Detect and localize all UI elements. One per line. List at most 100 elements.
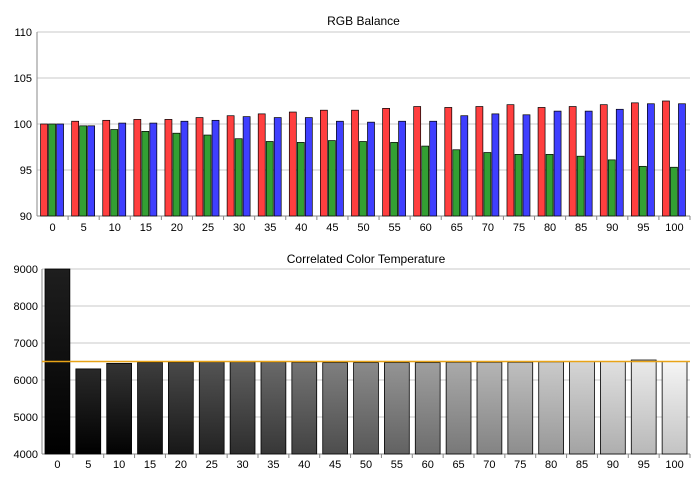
rgb-bar — [242, 116, 251, 217]
rgb-bar — [320, 109, 328, 217]
rgb-y-tick-label: 95 — [20, 165, 32, 177]
rgb-bar — [398, 120, 406, 217]
cct-bar — [75, 368, 102, 455]
rgb-bar — [607, 159, 616, 217]
rgb-x-tick-label: 75 — [513, 222, 525, 234]
cct-x-tick-label: 85 — [576, 459, 588, 471]
cct-bar — [322, 362, 348, 455]
rgb-bar — [110, 129, 119, 217]
rgb-bar — [79, 125, 87, 217]
cct-y-tick-label: 5000 — [14, 412, 38, 424]
cct-x-tick-label: 35 — [267, 459, 279, 471]
cct-x-tick-label: 20 — [175, 459, 187, 471]
rgb-bar — [288, 111, 297, 217]
rgb-chart-title: RGB Balance — [327, 14, 400, 28]
cct-y-tick-label: 6000 — [14, 375, 38, 387]
rgb-bar — [359, 141, 367, 217]
rgb-bar — [444, 107, 453, 217]
cct-bar — [260, 361, 287, 455]
rgb-bar — [452, 149, 461, 217]
rgb-x-tick-label: 70 — [482, 222, 494, 234]
rgb-bar — [475, 106, 484, 217]
rgb-bar — [71, 120, 79, 217]
cct-chart: 4000 5000 6000 7000 8000 9000 Correlated Color… — [14, 252, 691, 471]
cct-y-tick-label: 8000 — [14, 301, 38, 313]
cct-x-tick-label: 40 — [298, 459, 310, 471]
cct-bar — [168, 361, 194, 455]
cct-bar — [137, 361, 163, 455]
cct-x-tick-label: 75 — [514, 459, 526, 471]
cct-bar — [353, 362, 379, 455]
cct-bar — [600, 361, 626, 455]
cct-bar — [476, 361, 503, 455]
rgb-x-tick-label: 55 — [388, 222, 400, 234]
rgb-bar — [514, 154, 523, 217]
rgb-bar — [257, 113, 266, 217]
cct-x-tick-label: 95 — [638, 459, 650, 471]
rgb-bar — [639, 165, 647, 217]
rgb-bar — [56, 123, 64, 217]
rgb-bar — [631, 102, 639, 217]
rgb-bar — [328, 140, 336, 217]
cct-x-tick-label: 0 — [54, 459, 60, 471]
rgb-bar — [133, 119, 142, 217]
rgb-y-tick-label: 100 — [14, 119, 32, 131]
cct-x-tick-label: 45 — [329, 459, 341, 471]
rgb-bar — [568, 106, 577, 217]
rgb-x-tick-label: 35 — [264, 222, 276, 234]
cct-x-tick-label: 60 — [422, 459, 434, 471]
rgb-bar — [599, 104, 608, 217]
rgb-bar — [211, 119, 220, 217]
rgb-x-tick-label: 65 — [451, 222, 463, 234]
cct-bar — [538, 361, 564, 455]
rgb-bar — [506, 104, 515, 217]
rgb-x-tick-label: 5 — [81, 222, 87, 234]
rgb-bar — [40, 123, 48, 217]
cct-chart-title: Correlated Color Temperature — [287, 252, 446, 266]
rgb-x-tick-label: 95 — [637, 222, 649, 234]
rgb-bar — [537, 107, 546, 217]
rgb-bar — [273, 117, 282, 217]
rgb-bar — [48, 123, 56, 217]
rgb-bar — [647, 103, 655, 217]
cct-bar — [198, 361, 225, 455]
rgb-bar — [678, 103, 686, 217]
cct-bar — [384, 362, 410, 455]
rgb-x-tick-label: 25 — [202, 222, 214, 234]
rgb-bar — [545, 154, 554, 217]
cct-y-tick-label: 9000 — [14, 264, 38, 276]
rgb-bar — [87, 125, 95, 217]
rgb-bar — [662, 100, 670, 217]
cct-bar — [445, 361, 472, 455]
rgb-bar — [421, 145, 430, 217]
rgb-bar — [584, 110, 593, 217]
rgb-bar — [460, 115, 469, 217]
cct-bar — [229, 361, 256, 455]
rgb-bar — [226, 115, 235, 217]
cct-bar — [507, 361, 534, 455]
cct-x-tick-label: 90 — [607, 459, 619, 471]
rgb-x-tick-label: 80 — [544, 222, 556, 234]
rgb-bar — [483, 152, 492, 217]
cct-x-tick-label: 100 — [665, 459, 683, 471]
rgb-y-tick-label: 110 — [14, 27, 32, 39]
rgb-bar — [118, 122, 127, 217]
rgb-x-tick-label: 10 — [109, 222, 121, 234]
rgb-bar — [491, 113, 500, 217]
cct-bar — [414, 362, 441, 455]
cct-bar — [569, 361, 595, 455]
rgb-x-tick-label: 60 — [420, 222, 432, 234]
rgb-bar — [304, 117, 313, 217]
rgb-y-tick-label: 90 — [20, 211, 32, 223]
rgb-bar — [180, 120, 189, 217]
rgb-x-tick-label: 0 — [49, 222, 55, 234]
cct-x-tick-label: 65 — [452, 459, 464, 471]
cct-bar — [630, 359, 657, 455]
cct-x-tick-label: 30 — [236, 459, 248, 471]
rgb-bar — [615, 108, 624, 217]
rgb-bar — [553, 110, 562, 217]
rgb-bar — [413, 106, 422, 217]
rgb-x-tick-label: 15 — [140, 222, 152, 234]
rgb-bar — [382, 108, 390, 217]
